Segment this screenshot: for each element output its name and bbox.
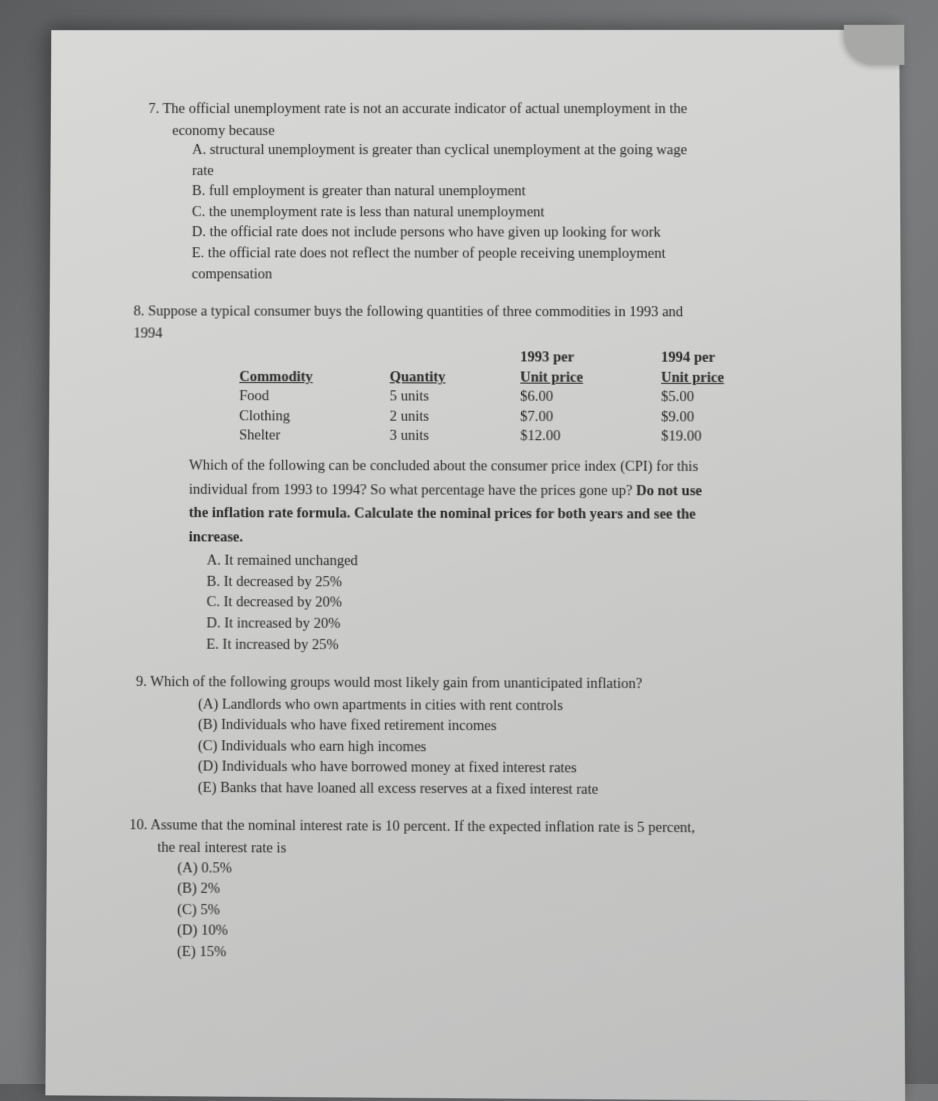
tbl-food-1994: $5.00 — [661, 388, 792, 408]
q10-options: (A) 0.5% (B) 2% (C) 5% (D) 10% (E) 15% — [127, 858, 844, 966]
q8-para-line2b: Do not use — [636, 483, 702, 499]
q10-stem-line2: the real interest rate is — [127, 838, 843, 862]
q7-opt-c: C. the unemployment rate is less than na… — [192, 203, 840, 223]
q10-stem-line1: 10. Assume that the nominal interest rat… — [127, 816, 843, 840]
q10-opt-d: (D) 10% — [177, 922, 843, 946]
worksheet-page: 7. The official unemployment rate is not… — [45, 30, 905, 1101]
q10-opt-a: (A) 0.5% — [177, 859, 843, 883]
tbl-hdr-1994-top: 1994 per — [661, 349, 792, 369]
q8-stem-line1: 8. Suppose a typical consumer buys the f… — [130, 302, 841, 323]
tbl-shelter-1994: $19.00 — [661, 428, 792, 448]
q9-opt-c: (C) Individuals who earn high incomes — [198, 737, 842, 760]
q7-stem-line2: economy because — [130, 122, 839, 142]
tbl-shelter-1993: $12.00 — [520, 427, 661, 447]
tbl-food-qty: 5 units — [390, 388, 521, 408]
q8-para-line3: the inflation rate formula. Calculate th… — [129, 504, 842, 526]
q10-opt-b: (B) 2% — [177, 880, 843, 904]
q7-opt-a-line1: A. structural unemployment is greater th… — [192, 141, 839, 161]
q9-options: (A) Landlords who own apartments in citi… — [127, 695, 842, 802]
tbl-food-name: Food — [239, 387, 389, 407]
q8-para-line2: individual from 1993 to 1994? So what pe… — [129, 480, 841, 502]
tbl-shelter-qty: 3 units — [390, 427, 521, 447]
q9-opt-b: (B) Individuals who have fixed retiremen… — [198, 716, 842, 739]
tbl-clothing-name: Clothing — [239, 407, 389, 427]
q7-opt-e-line2: compensation — [192, 265, 840, 286]
q8-commodity-table: 1993 per 1994 per Commodity Quantity Uni… — [129, 348, 841, 448]
q7-opt-e-line1: E. the official rate does not reflect th… — [192, 244, 840, 264]
tbl-hdr-1993-price: Unit price — [520, 368, 661, 388]
q8-opt-a: A. It remained unchanged — [207, 552, 842, 574]
q8-stem-line2: 1994 — [129, 324, 840, 345]
q7-opt-b: B. full employment is greater than natur… — [192, 182, 840, 202]
q8-opt-e: E. It increased by 25% — [206, 635, 842, 657]
q9-opt-a: (A) Landlords who own apartments in citi… — [198, 695, 842, 718]
tbl-clothing-qty: 2 units — [390, 407, 521, 427]
tbl-hdr-1993-top: 1993 per — [520, 348, 661, 368]
tbl-clothing-1994: $9.00 — [661, 408, 792, 428]
tbl-hdr-commodity: Commodity — [239, 368, 389, 388]
tbl-clothing-1993: $7.00 — [520, 408, 661, 428]
q8-opt-c: C. It decreased by 20% — [206, 593, 841, 615]
q8-opt-d: D. It increased by 20% — [206, 614, 841, 636]
question-8: 8. Suppose a typical consumer buys the f… — [128, 302, 842, 657]
question-7: 7. The official unemployment rate is not… — [130, 100, 840, 285]
tbl-food-1993: $6.00 — [520, 388, 661, 408]
question-9: 9. Which of the following groups would m… — [127, 673, 842, 802]
q7-opt-d: D. the official rate does not include pe… — [192, 224, 840, 244]
tbl-hdr-quantity: Quantity — [390, 368, 521, 388]
q9-stem: 9. Which of the following groups would m… — [128, 673, 842, 696]
q7-options: A. structural unemployment is greater th… — [130, 141, 840, 285]
q10-opt-c: (C) 5% — [177, 901, 843, 925]
q7-stem-line1: 7. The official unemployment rate is not… — [130, 100, 839, 120]
question-10: 10. Assume that the nominal interest rat… — [127, 816, 844, 966]
q8-options: A. It remained unchanged B. It decreased… — [128, 551, 842, 657]
q9-opt-d: (D) Individuals who have borrowed money … — [198, 758, 843, 781]
q9-opt-e: (E) Banks that have loaned all excess re… — [198, 779, 843, 802]
q7-opt-a-line2: rate — [192, 162, 840, 182]
q8-opt-b: B. It decreased by 25% — [207, 573, 842, 595]
tbl-hdr-1994-price: Unit price — [661, 368, 792, 388]
q8-para-line1: Which of the following can be concluded … — [129, 456, 841, 478]
q8-para-line4: increase. — [129, 528, 842, 550]
q10-opt-e: (E) 15% — [177, 943, 843, 967]
q8-para-line2a: individual from 1993 to 1994? So what pe… — [189, 481, 636, 498]
tbl-shelter-name: Shelter — [239, 427, 389, 447]
